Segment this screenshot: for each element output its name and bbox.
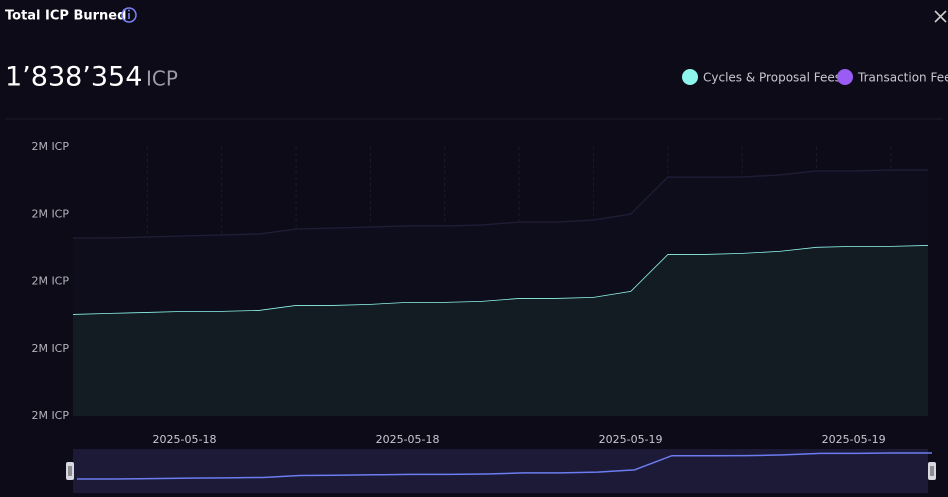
line	[72, 169, 928, 239]
y-tick-label: 2M ICP	[31, 140, 69, 153]
line	[72, 244, 929, 315]
legend-swatch	[837, 69, 853, 85]
y-tick-label: 2M ICP	[31, 409, 69, 422]
total-unit: ICP	[146, 67, 178, 91]
legend: Cycles & Proposal Fees Transaction Fees	[682, 69, 948, 85]
info-icon[interactable]	[121, 7, 137, 23]
info-dot	[128, 9, 130, 12]
chart-title: Total ICP Burned	[5, 9, 126, 24]
y-tick-label: 2M ICP	[31, 342, 69, 355]
y-tick-label: 2M ICP	[31, 207, 69, 220]
area	[73, 245, 928, 416]
navigator-handle[interactable]	[66, 462, 74, 480]
x-tick-label: 2025-05-19	[599, 433, 663, 446]
legend-label[interactable]: Transaction Fees	[857, 71, 948, 85]
total-value: 1’838’354	[5, 62, 142, 93]
navigator-line	[76, 452, 932, 480]
x-tick-label: 2025-05-19	[822, 433, 886, 446]
x-tick-label: 2025-05-18	[376, 433, 440, 446]
area	[73, 169, 928, 315]
navigator[interactable]	[73, 449, 928, 493]
info-circle	[121, 7, 137, 23]
x-tick-label: 2025-05-18	[153, 433, 217, 446]
legend-swatch	[682, 69, 698, 85]
navigator-handle[interactable]	[928, 462, 936, 480]
legend-label[interactable]: Cycles & Proposal Fees	[703, 71, 841, 85]
y-tick-label: 2M ICP	[31, 275, 69, 288]
close-button[interactable]	[934, 10, 947, 23]
close-stroke	[934, 10, 947, 23]
